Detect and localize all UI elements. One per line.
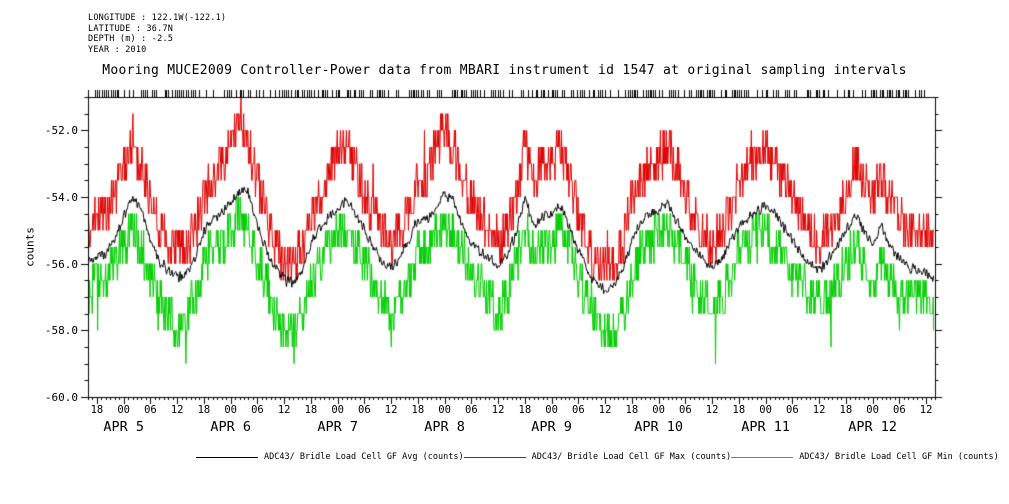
chart-title: Mooring MUCE2009 Controller-Power data f… bbox=[102, 63, 907, 78]
x-date-label: APR 7 bbox=[317, 419, 358, 435]
legend-line-max-icon bbox=[463, 456, 526, 458]
x-tick-label: 12 bbox=[170, 404, 184, 416]
x-tick-label: 00 bbox=[545, 404, 558, 416]
x-tick-label: 18 bbox=[732, 404, 746, 416]
y-tick-label: -54.0 bbox=[44, 191, 78, 204]
x-tick-label: 06 bbox=[251, 404, 264, 416]
x-tick-label: 18 bbox=[839, 404, 853, 416]
metadata-latitude: LATITUDE : 36.7N bbox=[88, 23, 174, 34]
x-tick-label: 12 bbox=[384, 404, 398, 416]
x-tick-label: 06 bbox=[465, 404, 478, 416]
x-date-label: APR 8 bbox=[424, 419, 465, 435]
legend-item-max: ADC43/ Bridle Load Cell GF Max (counts) bbox=[463, 452, 732, 462]
x-tick-label: 00 bbox=[866, 404, 879, 416]
x-tick-label: 00 bbox=[438, 404, 451, 416]
legend-line-avg-icon bbox=[196, 456, 258, 458]
x-tick-label: 00 bbox=[117, 404, 130, 416]
x-tick-label: 00 bbox=[331, 404, 344, 416]
metadata-block: LONGITUDE : 122.1W(-122.1) LATITUDE : 36… bbox=[88, 13, 226, 55]
x-tick-label: 18 bbox=[197, 404, 211, 416]
y-tick-label: -56.0 bbox=[44, 257, 78, 271]
x-date-label: APR 11 bbox=[741, 419, 790, 435]
metadata-longitude: LONGITUDE : 122.1W(-122.1) bbox=[88, 13, 227, 23]
y-tick-label: -58.0 bbox=[44, 324, 78, 338]
x-tick-label: 12 bbox=[705, 404, 719, 416]
legend-line-min-icon bbox=[731, 456, 794, 458]
x-tick-label: 12 bbox=[598, 404, 612, 416]
x-tick-label: 18 bbox=[625, 404, 639, 416]
x-date-label: APR 6 bbox=[210, 419, 251, 435]
metadata-depth: DEPTH (m) : -2.5 bbox=[88, 34, 174, 44]
x-tick-label: 06 bbox=[358, 404, 371, 416]
x-tick-label: 12 bbox=[277, 404, 291, 416]
legend-label-min: ADC43/ Bridle Load Cell GF Min (counts) bbox=[799, 452, 999, 462]
legend-item-avg: ADC43/ Bridle Load Cell GF Avg (counts) bbox=[196, 452, 464, 462]
x-tick-label: 06 bbox=[144, 404, 157, 416]
x-tick-label: 12 bbox=[812, 404, 826, 416]
x-tick-label: 12 bbox=[491, 404, 505, 416]
x-date-label: APR 9 bbox=[531, 419, 572, 435]
x-tick-label: 18 bbox=[518, 404, 532, 416]
y-tick-label: -52.0 bbox=[44, 124, 78, 138]
x-tick-label: 18 bbox=[411, 404, 425, 416]
legend-item-min: ADC43/ Bridle Load Cell GF Min (counts) bbox=[731, 452, 999, 462]
x-tick-label: 06 bbox=[572, 404, 585, 416]
x-date-label: APR 5 bbox=[103, 419, 144, 435]
x-tick-label: 12 bbox=[919, 404, 933, 416]
x-tick-label: 18 bbox=[90, 404, 104, 416]
x-tick-label: 06 bbox=[786, 404, 799, 416]
legend: ADC43/ Bridle Load Cell GF Avg (counts) … bbox=[196, 452, 999, 462]
x-date-label: APR 10 bbox=[634, 419, 683, 435]
x-tick-label: 06 bbox=[893, 404, 906, 416]
x-tick-label: 00 bbox=[759, 404, 772, 416]
x-date-label: APR 12 bbox=[848, 419, 897, 435]
metadata-year: YEAR : 2010 bbox=[88, 44, 147, 55]
legend-label-avg: ADC43/ Bridle Load Cell GF Avg (counts) bbox=[264, 452, 464, 462]
x-tick-label: 00 bbox=[224, 404, 237, 416]
y-tick-label: -60.0 bbox=[44, 391, 78, 404]
legend-label-max: ADC43/ Bridle Load Cell GF Max (counts) bbox=[531, 452, 732, 462]
x-tick-label: 00 bbox=[652, 404, 665, 416]
x-tick-label: 18 bbox=[304, 404, 318, 416]
x-tick-label: 06 bbox=[679, 404, 692, 416]
